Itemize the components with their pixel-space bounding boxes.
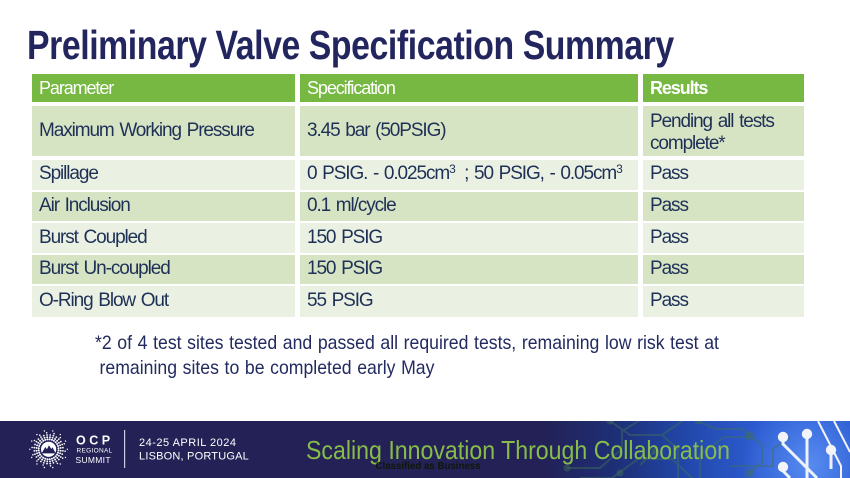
svg-text:Classified as Business: Classified as Business — [376, 461, 482, 472]
svg-text:SUMMIT: SUMMIT — [76, 455, 111, 465]
svg-text:REGIONAL: REGIONAL — [77, 448, 113, 455]
svg-text:Scaling Innovation Through Col: Scaling Innovation Through Collaboration — [306, 437, 730, 466]
svg-text:OCP: OCP — [76, 433, 114, 447]
svg-text:LISBON, PORTUGAL: LISBON, PORTUGAL — [139, 451, 249, 463]
svg-text:24-25 APRIL 2024: 24-25 APRIL 2024 — [139, 437, 237, 449]
